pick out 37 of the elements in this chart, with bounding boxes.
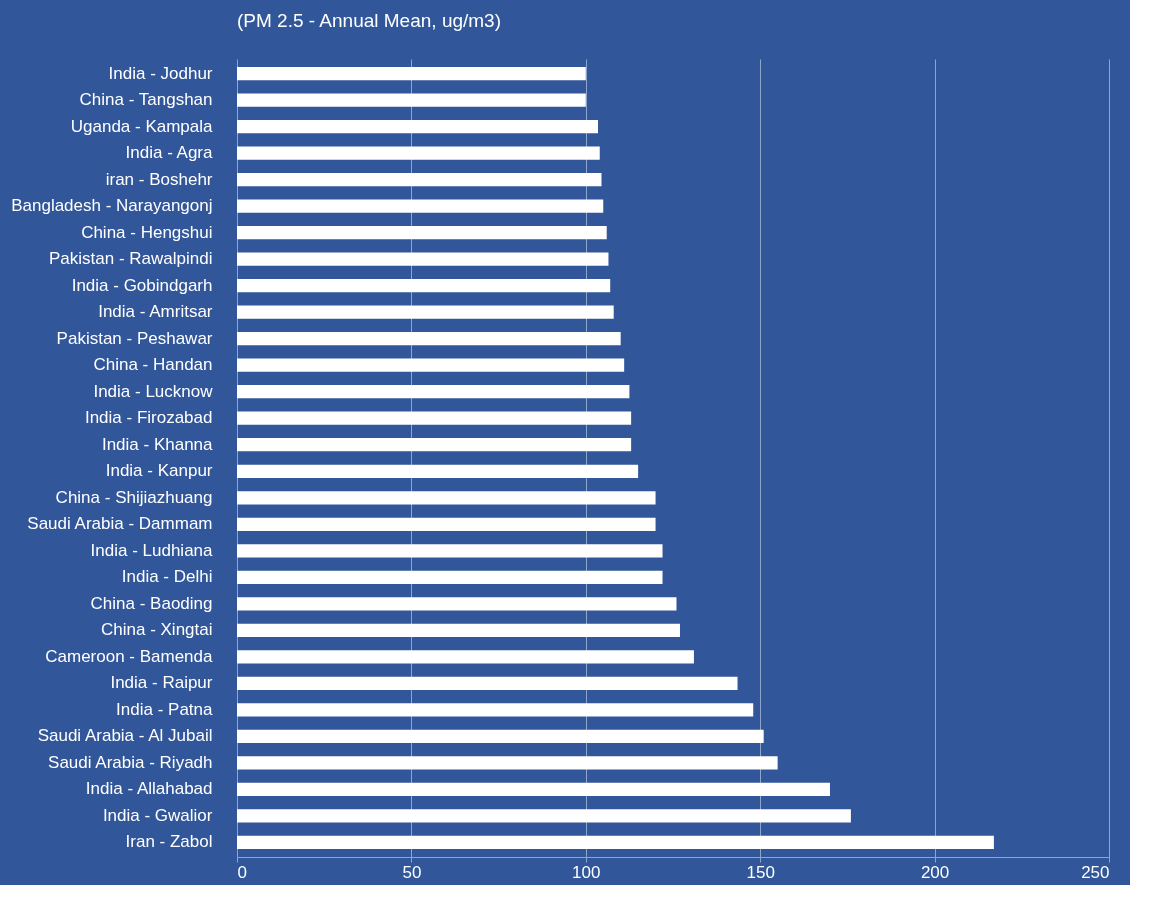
y-tick-label: India - Khanna [101, 434, 214, 454]
chart-title: (PM 2.5 - Annual Mean, ug/m3) [237, 10, 502, 31]
y-tick-label: India - Gwalior [102, 805, 213, 825]
y-tick-label: Saudi Arabia - Al Jubail [37, 726, 213, 746]
y-tick-label: Pakistan - Rawalpindi [49, 249, 213, 269]
y-tick-label: India - Gobindgarh [71, 275, 213, 295]
y-tick-label: India - Allahabad [85, 779, 213, 799]
y-tick-label: Iran - Zabol [125, 832, 213, 852]
y-tick-label: China - Handan [93, 355, 213, 375]
y-tick-label: India - Kanpur [105, 461, 213, 481]
y-tick-label: India - Delhi [121, 567, 213, 587]
x-tick-label: 50 [402, 862, 422, 882]
y-tick-label: Uganda - Kampala [70, 116, 214, 136]
y-tick-label: Saudi Arabia - Dammam [27, 514, 213, 534]
y-tick-label: Cameroon - Bamenda [45, 646, 214, 666]
y-tick-label: China - Tangshan [79, 90, 213, 110]
y-tick-label: India - Raipur [110, 673, 213, 693]
y-tick-label: China - Baoding [90, 593, 213, 613]
y-tick-label: Pakistan - Peshawar [56, 328, 213, 348]
y-tick-label: India - Patna [116, 699, 214, 719]
x-tick-label: 150 [746, 862, 775, 882]
x-tick-label: 100 [572, 862, 601, 882]
y-tick-label: China - Xingtai [100, 620, 213, 640]
x-tick-label: 200 [920, 862, 950, 882]
x-tick-label: 0 [237, 862, 247, 882]
y-tick-label: India - Lucknow [93, 381, 214, 401]
y-tick-label: China - Hengshui [81, 222, 213, 242]
y-tick-label: iran - Boshehr [105, 169, 213, 189]
y-tick-label: India - Firozabad [84, 408, 213, 428]
y-tick-label: India - Jodhur [108, 63, 213, 83]
y-tick-label: China - Shijiazhuang [55, 487, 213, 507]
y-tick-label: India - Agra [125, 143, 214, 163]
y-tick-label: Bangladesh - Narayangonj [11, 196, 213, 216]
x-tick-label: 250 [1081, 862, 1110, 882]
y-tick-label: India - Amritsar [98, 302, 213, 322]
y-tick-label: Saudi Arabia - Riyadh [48, 752, 213, 772]
y-tick-label: India - Ludhiana [90, 540, 214, 560]
